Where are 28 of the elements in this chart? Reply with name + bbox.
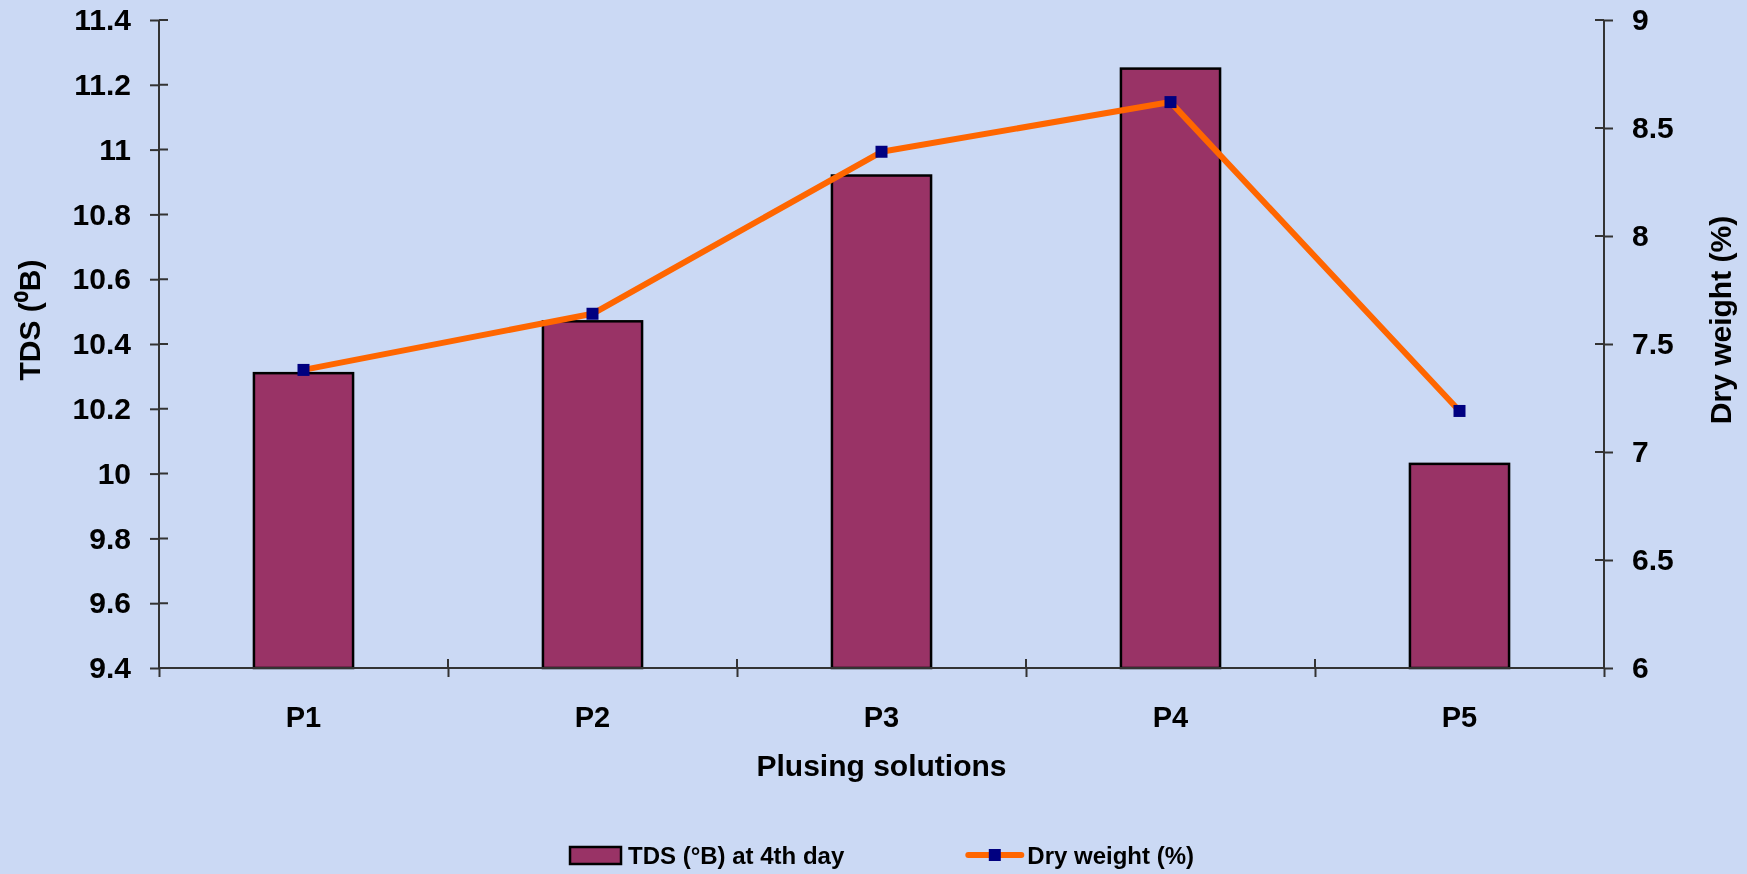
y-tick-label: 10.8	[72, 197, 131, 231]
legend-label: Dry weight (%)	[1027, 841, 1194, 869]
x-tick-label: P3	[863, 700, 900, 733]
x-tick-label: P4	[1152, 700, 1189, 733]
y2-tick-label: 9	[1632, 3, 1649, 37]
y2-tick-label: 8	[1632, 219, 1649, 253]
legend-label: TDS (°B) at 4th day	[628, 841, 845, 869]
y2-tick-label: 7.5	[1632, 327, 1674, 361]
y2-tick-label: 7	[1632, 435, 1649, 469]
y2-tick-label: 6.5	[1632, 543, 1674, 577]
y2-axis-title: Dry weight (%)	[1704, 215, 1737, 425]
y2-tick-label: 8.5	[1632, 111, 1674, 145]
y-tick-label: 11.4	[74, 3, 132, 37]
y-tick-label: 9.8	[89, 521, 131, 555]
y-tick-label: 10.2	[72, 391, 131, 425]
x-tick-label: P2	[574, 700, 611, 733]
x-tick-label: P1	[285, 700, 322, 733]
y-tick-label: 11	[99, 132, 131, 166]
y-tick-label: 9.6	[89, 586, 131, 620]
y2-tick-label: 6	[1632, 651, 1649, 685]
y-tick-label: 10.6	[72, 262, 131, 296]
y-tick-label: 10.4	[72, 327, 132, 361]
x-tick-label: P5	[1441, 700, 1478, 733]
x-axis-title: Plusing solutions	[756, 749, 1007, 782]
y-tick-label: 10	[97, 456, 131, 490]
y-tick-label: 9.4	[89, 651, 132, 685]
y-axis-title: TDS (⁰B)	[13, 259, 46, 381]
y-tick-label: 11.2	[74, 67, 131, 101]
